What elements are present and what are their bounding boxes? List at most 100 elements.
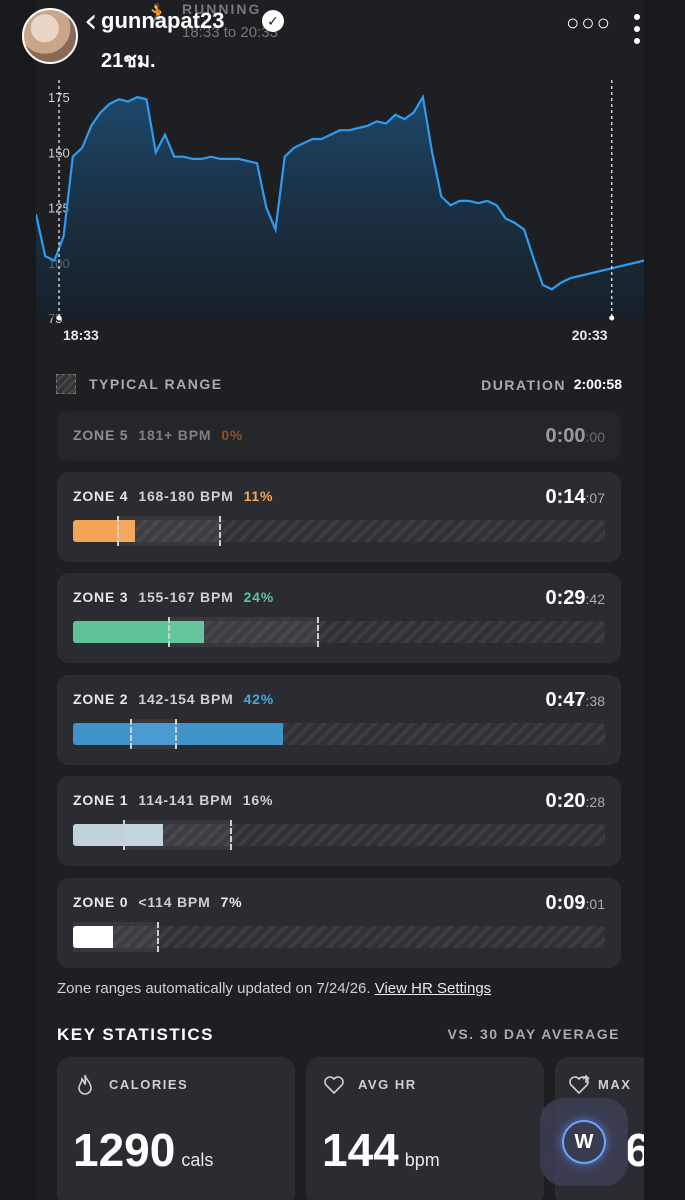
zone-progress-track — [73, 617, 605, 647]
zone-name: ZONE 1 — [73, 792, 129, 808]
marker-dot — [56, 315, 62, 321]
zone-time-main: 0:20 — [545, 790, 586, 812]
stat-card-calories[interactable]: CALORIES 1290 cals — [57, 1057, 295, 1200]
flame-icon — [78, 1074, 92, 1095]
zone-time: 0:29:42 — [546, 587, 606, 610]
zone-progress-fill — [73, 520, 135, 542]
duration-value: 2:00:58 — [573, 376, 622, 392]
y-tick-label: 175 — [48, 90, 70, 105]
whoop-coach-button[interactable]: W — [540, 1098, 628, 1186]
stat-number: 144 — [322, 1124, 399, 1176]
zone-name: ZONE 4 — [73, 488, 129, 504]
zone-percent: 42% — [243, 691, 274, 707]
marker-dot — [609, 315, 615, 321]
zone-percent: 11% — [243, 488, 274, 504]
zone-header: ZONE 3 155-167 BPM 24% — [73, 589, 274, 605]
zone-progress-track — [73, 820, 605, 850]
kebab-menu-icon[interactable] — [634, 14, 642, 50]
heart-up-icon — [569, 1074, 590, 1095]
zone-card[interactable]: ZONE 3 155-167 BPM 24% 0:29:42 — [57, 573, 621, 663]
zone-header: ZONE 0 <114 BPM 7% — [73, 894, 242, 910]
verified-badge-icon: ✓ — [262, 10, 284, 32]
zone-progress-fill — [73, 926, 113, 948]
story-header: 🏃 RUNNING 18:33 to 20:33 ‹ gunnapat23 ✓ … — [0, 0, 685, 80]
zone-card[interactable]: ZONE 2 142-154 BPM 42% 0:47:38 — [57, 675, 621, 765]
running-icon: 🏃 — [145, 4, 170, 26]
zone-time-seconds: :28 — [585, 794, 605, 810]
zone-card[interactable]: ZONE 5 181+ BPM 0% 0:00:00 — [57, 411, 621, 461]
zone-time-seconds: :07 — [585, 490, 605, 506]
x-tick-label: 20:33 — [572, 327, 608, 343]
heart-rate-line — [36, 93, 644, 291]
zone-name: ZONE 2 — [73, 691, 129, 707]
zone-header: ZONE 5 181+ BPM 0% — [73, 427, 243, 443]
x-tick-label: 18:33 — [63, 327, 99, 343]
story-time-ago: 21ชม. — [101, 50, 156, 72]
zone-time: 0:00:00 — [546, 425, 606, 448]
zone-card[interactable]: ZONE 1 114-141 BPM 16% 0:20:28 — [57, 776, 621, 866]
zone-header: ZONE 1 114-141 BPM 16% — [73, 792, 273, 808]
back-chevron-icon[interactable]: ‹ — [84, 1, 98, 41]
key-statistics-title: KEY STATISTICS — [57, 1025, 215, 1044]
typical-range-marker — [130, 719, 177, 749]
stat-number: 6 — [625, 1124, 644, 1176]
heart-icon — [324, 1076, 344, 1095]
zone-time: 0:47:38 — [546, 689, 606, 712]
zone-header: ZONE 2 142-154 BPM 42% — [73, 691, 274, 707]
workout-title: RUNNING — [182, 1, 262, 17]
zone-time: 0:09:01 — [546, 892, 606, 915]
stat-unit: cals — [181, 1150, 214, 1170]
typical-range-marker — [117, 516, 221, 546]
stat-label: MAX — [598, 1077, 632, 1092]
zone-progress-fill — [73, 621, 204, 643]
zone-progress-fill — [73, 723, 283, 745]
username[interactable]: gunnapat23 — [101, 8, 225, 33]
avatar[interactable] — [22, 8, 78, 64]
zone-progress-fill — [73, 824, 163, 846]
stat-value: 6 — [625, 1123, 644, 1177]
workout-time-range: 18:33 to 20:33 — [182, 24, 278, 41]
typical-range-swatch — [56, 374, 76, 394]
zone-time-seconds: :01 — [585, 896, 605, 912]
zone-time-main: 0:00 — [545, 425, 586, 447]
typical-range-marker — [73, 922, 159, 952]
zone-card[interactable]: ZONE 0 <114 BPM 7% 0:09:01 — [57, 878, 621, 968]
zone-card[interactable]: ZONE 4 168-180 BPM 11% 0:14:07 — [57, 472, 621, 562]
zone-progress-track — [73, 516, 605, 546]
zone-percent: 16% — [242, 792, 274, 808]
zone-time-main: 0:29 — [545, 587, 586, 609]
zone-name: ZONE 0 — [73, 894, 129, 910]
zone-note: Zone ranges automatically updated on 7/2… — [57, 980, 491, 997]
zone-bpm-range: 181+ BPM — [138, 427, 212, 443]
typical-range-label: TYPICAL RANGE — [89, 376, 223, 392]
zone-header: ZONE 4 168-180 BPM 11% — [73, 488, 273, 504]
stat-unit: bpm — [404, 1150, 440, 1170]
zone-time-seconds: :38 — [585, 693, 605, 709]
stat-value: 1290 cals — [73, 1123, 213, 1177]
whoop-logo-icon: W — [562, 1120, 606, 1164]
view-hr-settings-link[interactable]: View HR Settings — [374, 980, 492, 997]
zone-bpm-range: 114-141 BPM — [138, 792, 233, 808]
zone-progress-track — [73, 922, 605, 952]
zone-name: ZONE 5 — [73, 427, 129, 443]
duration-label: DURATION — [481, 377, 566, 393]
zone-bpm-range: 155-167 BPM — [138, 589, 234, 605]
zone-bpm-range: <114 BPM — [138, 894, 211, 910]
zone-time-main: 0:09 — [545, 892, 586, 914]
stat-card-avg-hr[interactable]: AVG HR 144 bpm — [306, 1057, 544, 1200]
more-options-icon[interactable]: ○○○ — [566, 10, 612, 35]
zone-bpm-range: 168-180 BPM — [138, 488, 234, 504]
stat-label: AVG HR — [358, 1077, 417, 1092]
stat-number: 1290 — [73, 1124, 176, 1176]
zone-time: 0:20:28 — [546, 790, 606, 813]
heart-rate-area — [36, 97, 644, 318]
zone-name: ZONE 3 — [73, 589, 129, 605]
stat-value: 144 bpm — [322, 1123, 440, 1177]
zone-time-seconds: :42 — [585, 591, 605, 607]
zone-percent: 24% — [243, 589, 274, 605]
stat-label: CALORIES — [109, 1077, 189, 1092]
typical-range-marker — [168, 617, 319, 647]
